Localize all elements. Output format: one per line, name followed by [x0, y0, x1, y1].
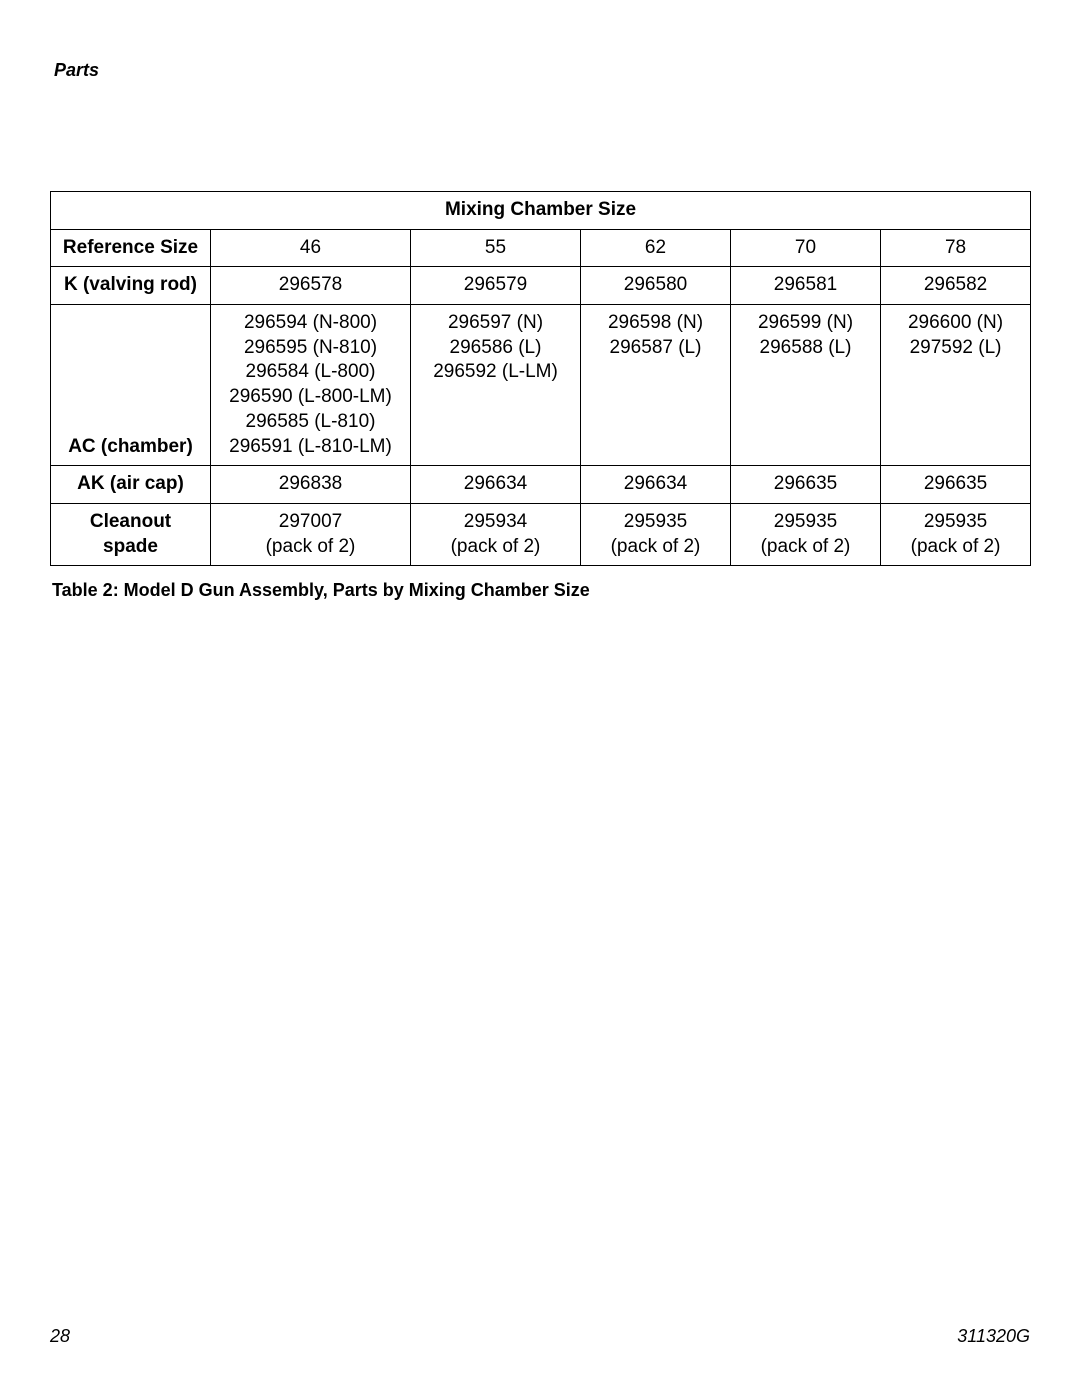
table-title: Mixing Chamber Size	[51, 192, 1031, 230]
cleanout-spade-row: Cleanout spade 297007 (pack of 2) 295934…	[51, 503, 1031, 565]
table-cell: 296599 (N) 296588 (L)	[731, 305, 881, 466]
table-cell: 296594 (N-800) 296595 (N-810) 296584 (L-…	[211, 305, 411, 466]
page-number: 28	[50, 1326, 70, 1347]
table-cell: 296634	[411, 466, 581, 504]
k-valving-rod-row: K (valving rod) 296578 296579 296580 296…	[51, 267, 1031, 305]
table-cell: 296580	[581, 267, 731, 305]
table-cell: 296634	[581, 466, 731, 504]
table-cell: 296597 (N) 296586 (L) 296592 (L-LM)	[411, 305, 581, 466]
table-title-row: Mixing Chamber Size	[51, 192, 1031, 230]
table-cell: 296635	[881, 466, 1031, 504]
row-label-k-valving-rod: K (valving rod)	[51, 267, 211, 305]
table-cell: 295935 (pack of 2)	[881, 503, 1031, 565]
row-label-ac-chamber: AC (chamber)	[51, 305, 211, 466]
table-cell: 296838	[211, 466, 411, 504]
table-cell: 295935 (pack of 2)	[581, 503, 731, 565]
table-cell: 296578	[211, 267, 411, 305]
table-cell: 70	[731, 229, 881, 267]
table-cell: 295935 (pack of 2)	[731, 503, 881, 565]
table-caption: Table 2: Model D Gun Assembly, Parts by …	[52, 580, 1030, 601]
ak-air-cap-row: AK (air cap) 296838 296634 296634 296635…	[51, 466, 1031, 504]
page-footer: 28 311320G	[50, 1326, 1030, 1347]
table-cell: 296598 (N) 296587 (L)	[581, 305, 731, 466]
row-label-cleanout-spade: Cleanout spade	[51, 503, 211, 565]
ac-chamber-row: AC (chamber) 296594 (N-800) 296595 (N-81…	[51, 305, 1031, 466]
section-header: Parts	[54, 60, 1030, 81]
row-label-reference-size: Reference Size	[51, 229, 211, 267]
table-cell: 295934 (pack of 2)	[411, 503, 581, 565]
table-cell: 296581	[731, 267, 881, 305]
table-cell: 296600 (N) 297592 (L)	[881, 305, 1031, 466]
table-cell: 55	[411, 229, 581, 267]
table-cell: 296579	[411, 267, 581, 305]
table-cell: 297007 (pack of 2)	[211, 503, 411, 565]
mixing-chamber-table: Mixing Chamber Size Reference Size 46 55…	[50, 191, 1031, 566]
table-cell: 296582	[881, 267, 1031, 305]
reference-size-row: Reference Size 46 55 62 70 78	[51, 229, 1031, 267]
doc-id: 311320G	[957, 1326, 1030, 1347]
page: Parts Mixing Chamber Size Reference Size…	[0, 0, 1080, 1397]
table-cell: 78	[881, 229, 1031, 267]
table-cell: 296635	[731, 466, 881, 504]
table-cell: 62	[581, 229, 731, 267]
row-label-ak-air-cap: AK (air cap)	[51, 466, 211, 504]
table-cell: 46	[211, 229, 411, 267]
